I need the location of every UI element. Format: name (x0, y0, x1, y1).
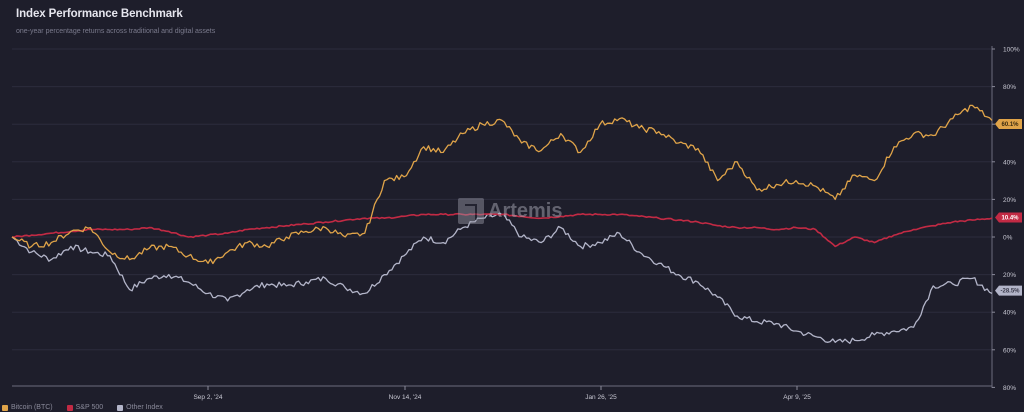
svg-text:-28.5%: -28.5% (1000, 289, 1020, 295)
artemis-logo-icon (458, 198, 484, 224)
legend-item[interactable]: Bitcoin (BTC) (2, 404, 53, 411)
legend-swatch-icon (117, 404, 124, 411)
legend-swatch-icon (66, 404, 73, 411)
y-tick-label: 100% (1003, 47, 1020, 54)
series-line (11, 212, 993, 345)
svg-text:10.4%: 10.4% (1001, 215, 1019, 221)
series-line (11, 104, 993, 265)
y-tick-label: 40% (1003, 159, 1016, 166)
chart-legend: Bitcoin (BTC) S&P 500 Other Index (2, 404, 163, 411)
y-tick-label: 80% (1003, 385, 1016, 392)
x-axis-ticks: Sep 2, '24 Nov 14, '24 Jan 26, '25 Apr 9, '… (193, 386, 811, 401)
y-tick-label: 60% (1003, 347, 1016, 354)
x-tick-label: Jan 26, '25 (585, 394, 617, 401)
legend-swatch-icon (2, 404, 8, 411)
series-lines (11, 104, 993, 345)
svg-text:60.1%: 60.1% (1001, 122, 1019, 128)
legend-label: Bitcoin (BTC) (11, 404, 53, 411)
y-tick-label: 20% (1003, 197, 1016, 204)
grid-lines (12, 48, 992, 351)
chart-title: Index Performance Benchmark (16, 8, 183, 20)
last-value-badge: -28.5% (995, 285, 1022, 296)
x-tick-label: Nov 14, '24 (389, 394, 422, 401)
artemis-watermark: Artemis (458, 198, 562, 224)
y-tick-label: 0% (1003, 235, 1013, 242)
y-tick-label: 80% (1003, 84, 1016, 91)
legend-item[interactable]: S&P 500 (66, 404, 104, 411)
legend-label: Other Index (126, 404, 163, 411)
x-tick-label: Sep 2, '24 (193, 394, 222, 401)
last-value-badge: 10.4% (995, 212, 1022, 223)
x-tick-label: Apr 9, '25 (783, 394, 811, 401)
legend-item[interactable]: Other Index (117, 404, 163, 411)
last-value-badge: 60.1% (995, 119, 1022, 130)
legend-label: S&P 500 (75, 404, 104, 411)
series-line (11, 212, 993, 248)
y-tick-label: 20% (1003, 272, 1016, 279)
end-value-badges: 60.1% 10.4% -28.5% (995, 119, 1022, 296)
watermark-text: Artemis (488, 199, 563, 222)
y-tick-label: 40% (1003, 310, 1016, 317)
chart-subtitle: one-year percentage returns across tradi… (16, 28, 216, 35)
